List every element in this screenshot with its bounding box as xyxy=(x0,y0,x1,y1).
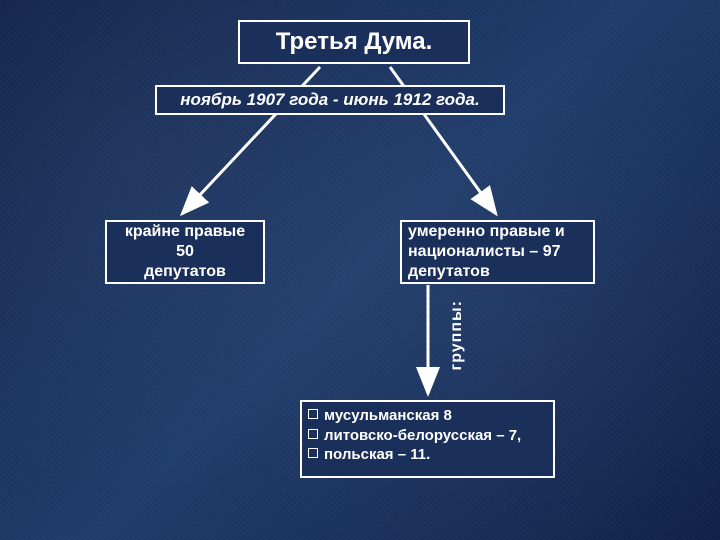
list-item: мусульманская 8 xyxy=(306,406,549,426)
left-box-text: крайне правые 50 депутатов xyxy=(125,222,245,282)
groups-vertical-label: группы: xyxy=(448,300,466,370)
groups-label-text: группы: xyxy=(448,300,465,370)
right-box: умеренно правые и националисты – 97 депу… xyxy=(400,220,595,284)
title-box: Третья Дума. xyxy=(238,20,470,64)
left-box: крайне правые 50 депутатов xyxy=(105,220,265,284)
subtitle-text: ноябрь 1907 года - июнь 1912 года. xyxy=(180,90,479,110)
right-box-text: умеренно правые и националисты – 97 депу… xyxy=(408,222,593,282)
bottom-box: мусульманская 8 литовско-белорусская – 7… xyxy=(300,400,555,478)
bottom-list: мусульманская 8 литовско-белорусская – 7… xyxy=(306,406,549,465)
list-item: литовско-белорусская – 7, xyxy=(306,426,549,446)
list-item: польская – 11. xyxy=(306,445,549,465)
title-text: Третья Дума. xyxy=(276,28,433,56)
subtitle-box: ноябрь 1907 года - июнь 1912 года. xyxy=(155,85,505,115)
